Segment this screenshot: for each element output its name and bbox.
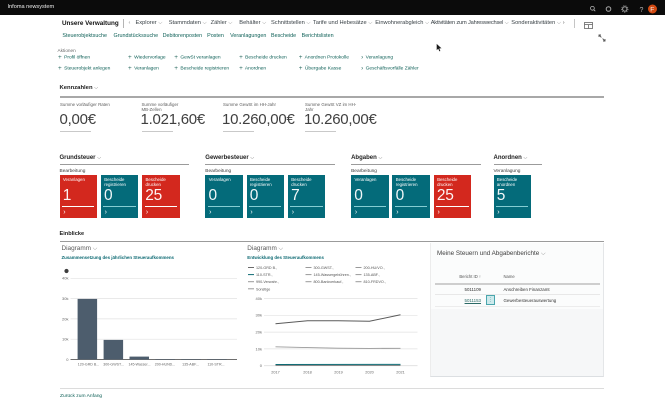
- svg-text:120-GRD B...: 120-GRD B...: [77, 363, 99, 367]
- svg-text:110-STR.,: 110-STR.,: [256, 273, 273, 277]
- svg-text:800-Bankverkauf.,: 800-Bankverkauf.,: [313, 280, 343, 284]
- svg-text:30k: 30k: [62, 296, 68, 301]
- svg-text:200-HU/VO.,: 200-HU/VO.,: [363, 266, 384, 270]
- svg-text:300-GWST.,: 300-GWST.,: [313, 266, 333, 270]
- svg-text:2018: 2018: [303, 371, 311, 375]
- svg-text:135-ABF.,: 135-ABF.,: [363, 273, 379, 277]
- svg-text:0: 0: [259, 363, 262, 368]
- svg-text:?: ?: [640, 7, 644, 14]
- svg-text:200-HUND...: 200-HUND...: [154, 363, 175, 367]
- svg-text:120-GRD B.,: 120-GRD B.,: [256, 266, 277, 270]
- svg-text:2019: 2019: [334, 371, 342, 375]
- svg-text:20k: 20k: [62, 316, 68, 321]
- svg-text:40k: 40k: [255, 296, 261, 301]
- svg-text:2020: 2020: [365, 371, 373, 375]
- svg-text:20k: 20k: [255, 330, 261, 335]
- svg-text:810-FRDVO.,: 810-FRDVO.,: [363, 280, 385, 284]
- svg-text:145-Wasser...: 145-Wasser...: [128, 363, 150, 367]
- svg-text:135-ABF...: 135-ABF...: [182, 363, 199, 367]
- svg-text:40k: 40k: [62, 276, 68, 281]
- svg-text:2017: 2017: [271, 371, 279, 375]
- svg-text:10k: 10k: [62, 337, 68, 342]
- svg-text:110-STR...: 110-STR...: [207, 363, 224, 367]
- svg-text:990-Verwahr.,: 990-Verwahr.,: [256, 280, 279, 284]
- svg-text:145-Wassergebühren.,: 145-Wassergebühren.,: [313, 273, 350, 277]
- svg-text:Sonstige: Sonstige: [256, 287, 270, 291]
- svg-text:F: F: [650, 7, 654, 14]
- svg-text:0: 0: [66, 357, 69, 362]
- svg-text:300-GWST...: 300-GWST...: [103, 363, 124, 367]
- svg-text:10k: 10k: [255, 346, 261, 351]
- svg-text:30k: 30k: [255, 313, 261, 318]
- svg-text:2021: 2021: [396, 371, 404, 375]
